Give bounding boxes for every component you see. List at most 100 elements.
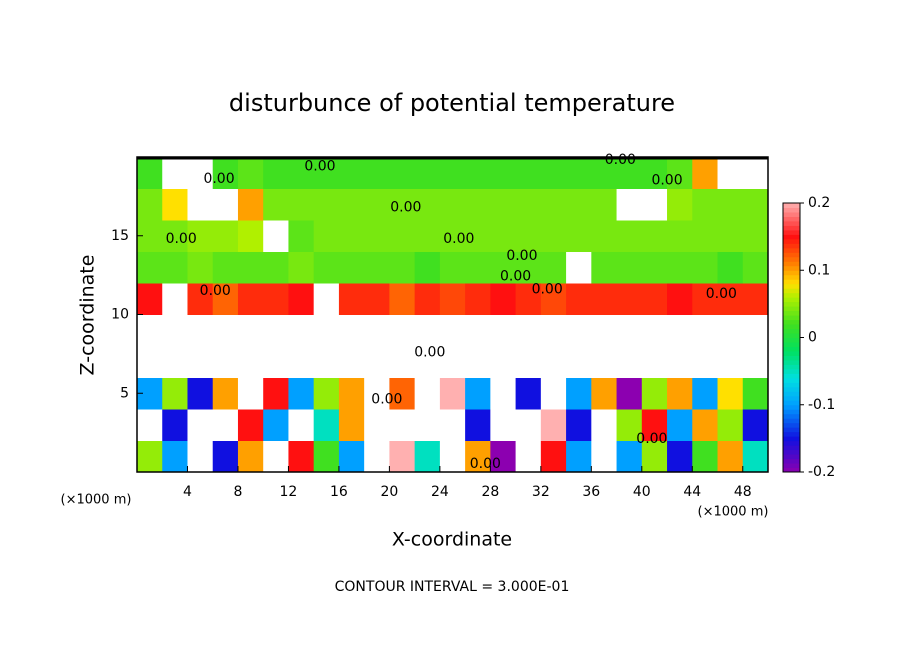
heat-cell [288, 440, 315, 473]
colorbar-segment [783, 404, 800, 410]
colorbar-segment [783, 409, 800, 415]
colorbar-segment [783, 377, 800, 383]
heat-cell [338, 188, 365, 221]
heat-cell [692, 409, 719, 441]
heat-cell [692, 188, 719, 221]
colorbar-segment [783, 364, 800, 370]
colorbar-segment [783, 261, 800, 267]
heat-cell [465, 409, 491, 441]
heat-cell [137, 314, 163, 347]
x-tick-label: 4 [183, 484, 192, 500]
colorbar-tick-label: 0 [808, 330, 817, 346]
colorbar-segment [783, 297, 800, 303]
heat-cell [465, 157, 491, 189]
heat-cell [187, 409, 214, 441]
heat-cell [364, 314, 390, 347]
heat-cell [566, 251, 592, 284]
heat-cell [742, 409, 769, 441]
heat-cell [515, 251, 542, 284]
heat-cell [692, 314, 719, 347]
colorbar-tick-label: 0.1 [808, 262, 830, 278]
heat-cell [465, 314, 491, 347]
heat-cell [515, 377, 542, 410]
heat-cell [389, 220, 416, 252]
heat-cell [742, 346, 769, 378]
heat-cell [237, 377, 264, 410]
heat-cell [364, 251, 390, 284]
heat-cell [313, 251, 340, 284]
footer-note: CONTOUR INTERVAL = 3.000E-01 [335, 579, 570, 595]
heat-cell [364, 283, 390, 315]
colorbar-segment [783, 211, 800, 217]
heat-cell [540, 157, 567, 189]
colorbar-segment [783, 440, 800, 446]
heat-cell [389, 409, 416, 441]
contour-label: 0.00 [390, 199, 421, 215]
heat-cell [591, 283, 618, 315]
heat-cell [616, 251, 643, 284]
heat-cell [212, 409, 239, 441]
colorbar-segment [783, 454, 800, 460]
heat-cell [667, 157, 693, 189]
heat-cell [566, 409, 592, 441]
heat-cell [439, 220, 466, 252]
heat-cell [288, 157, 315, 189]
heat-cell [742, 377, 769, 410]
heat-cell [263, 440, 289, 473]
heat-cell [540, 314, 567, 347]
heat-cell [490, 157, 517, 189]
colorbar-segment [783, 203, 800, 208]
heat-cell [641, 346, 668, 378]
heat-cell [465, 440, 491, 473]
colorbar-segment [783, 243, 800, 249]
plot-area [137, 157, 769, 473]
colorbar-segment [783, 225, 800, 231]
heat-cell [212, 314, 239, 347]
heat-cell [162, 157, 188, 189]
y-axis-label: Z-coordinate [77, 255, 99, 376]
chart-title: disturbunce of potential temperature [229, 89, 675, 117]
heat-cell [439, 157, 466, 189]
heat-cell [313, 409, 340, 441]
heat-cell [465, 251, 491, 284]
colorbar-segment [783, 418, 800, 424]
heat-cell [566, 346, 592, 378]
heat-cell [414, 157, 441, 189]
heat-cell [667, 188, 693, 221]
heat-cell [439, 314, 466, 347]
heat-cell [313, 314, 340, 347]
heat-cell [338, 409, 365, 441]
heat-cell [591, 377, 618, 410]
heat-cell [313, 283, 340, 315]
heat-cell [364, 220, 390, 252]
heat-cell [616, 283, 643, 315]
heat-cell [414, 220, 441, 252]
heat-cell [212, 346, 239, 378]
heat-cell [641, 188, 668, 221]
heat-cell [187, 440, 214, 473]
heat-cell [566, 283, 592, 315]
colorbar-segment [783, 359, 800, 365]
heat-cell [212, 220, 239, 252]
heat-cell [338, 346, 365, 378]
heat-cell [566, 377, 592, 410]
x-tick-label: 24 [431, 484, 449, 500]
heat-cell [364, 157, 390, 189]
x-unit-label: (×1000 m) [698, 505, 769, 520]
heat-cell [515, 314, 542, 347]
heat-cell [237, 283, 264, 315]
x-tick-label: 12 [280, 484, 298, 500]
heat-cell [389, 188, 416, 221]
heat-cell [742, 157, 769, 189]
heat-cell [591, 157, 618, 189]
contour-label: 0.00 [414, 344, 445, 360]
heat-cell [338, 157, 365, 189]
heat-cell [540, 377, 567, 410]
heat-cell [414, 346, 441, 378]
heat-cell [187, 346, 214, 378]
contour-label: 0.00 [371, 392, 402, 408]
heat-cell [667, 283, 693, 315]
heat-cell [616, 346, 643, 378]
heat-cell [313, 220, 340, 252]
heat-cell [490, 440, 517, 473]
